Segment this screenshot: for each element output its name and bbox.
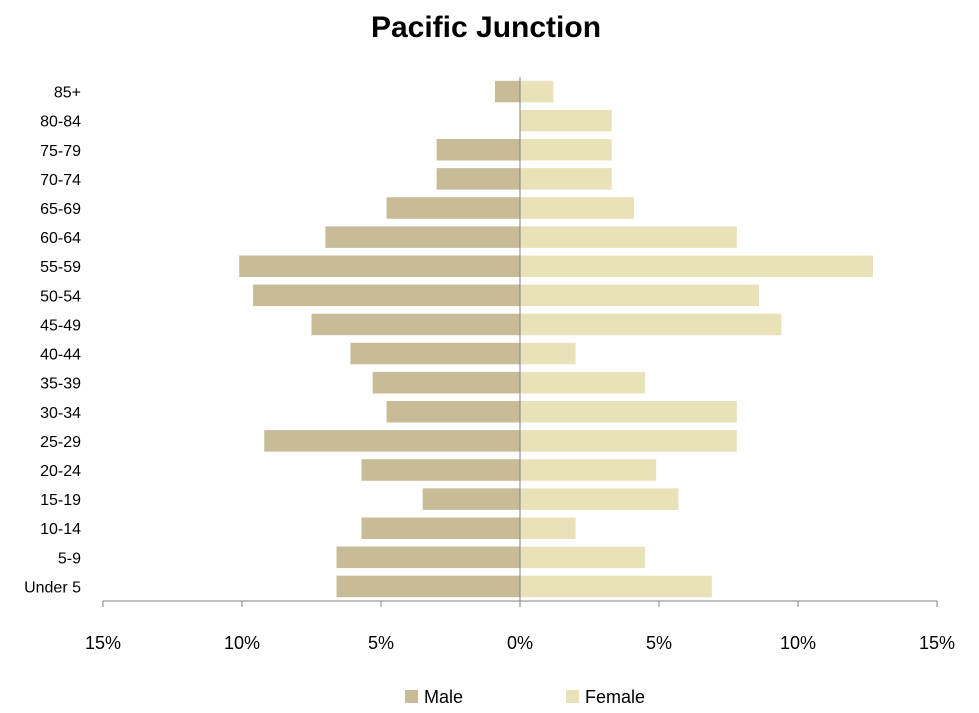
bar-male	[311, 313, 520, 336]
legend-label-male: Male	[424, 687, 463, 707]
bar-male	[361, 459, 520, 481]
bar-male	[325, 226, 520, 248]
category-label: 40-44	[40, 347, 81, 364]
bar-female	[520, 342, 576, 365]
bar-female	[520, 488, 679, 510]
bar-female	[520, 168, 612, 190]
bar-male	[494, 80, 520, 103]
legend-label-female: Female	[585, 687, 645, 707]
bar-female	[520, 517, 576, 539]
bar-female	[520, 430, 737, 452]
category-label: 60-64	[40, 230, 81, 247]
category-label: 70-74	[40, 172, 81, 189]
category-label: Under 5	[24, 579, 81, 596]
bar-male	[386, 401, 520, 423]
bar-female	[520, 80, 554, 103]
category-label: 15-19	[40, 492, 81, 509]
x-axis-ticks: 15% 10% 5% 0% 5% 10% 15%	[85, 601, 955, 653]
bar-female	[520, 371, 646, 394]
bar-male	[239, 255, 520, 277]
legend-swatch-male	[405, 690, 418, 703]
bar-female	[520, 139, 612, 161]
bar-female	[520, 313, 782, 336]
bar-male	[350, 342, 520, 365]
bar-female	[520, 401, 737, 423]
x-tick-label: 5%	[646, 633, 672, 653]
bar-female	[520, 255, 874, 277]
category-label: 85+	[54, 85, 81, 102]
bar-female	[520, 546, 646, 569]
category-label: 50-54	[40, 288, 81, 305]
bar-male	[361, 517, 520, 539]
bar-male	[336, 546, 520, 569]
category-label: 5-9	[58, 550, 81, 567]
bar-female	[520, 575, 712, 598]
bar-male	[422, 488, 520, 510]
category-label: 25-29	[40, 434, 81, 451]
category-labels: 85+ 80-84 75-79 70-74 65-69 60-64 55-59 50-54 45…	[24, 85, 81, 597]
bar-female	[520, 459, 657, 481]
bars	[239, 80, 874, 598]
legend-swatch-female	[566, 690, 579, 703]
bar-male	[264, 430, 520, 452]
bar-female	[520, 284, 760, 307]
bar-male	[253, 284, 520, 307]
x-tick-label: 10%	[224, 633, 260, 653]
x-tick-label: 10%	[780, 633, 816, 653]
category-label: 45-49	[40, 317, 81, 334]
category-label: 75-79	[40, 143, 81, 160]
category-label: 35-39	[40, 376, 81, 393]
category-label: 20-24	[40, 463, 81, 480]
category-label: 10-14	[40, 521, 81, 538]
bar-male	[372, 371, 520, 394]
x-tick-label: 5%	[368, 633, 394, 653]
bar-male	[436, 168, 520, 190]
legend: Male Female	[405, 687, 645, 707]
category-label: 30-34	[40, 405, 81, 422]
category-label: 65-69	[40, 201, 81, 218]
x-tick-label: 15%	[85, 633, 121, 653]
category-label: 80-84	[40, 114, 81, 131]
bar-female	[520, 109, 612, 132]
bar-male	[436, 139, 520, 161]
category-label: 55-59	[40, 259, 81, 276]
bar-male	[386, 197, 520, 219]
bar-male	[336, 575, 520, 598]
x-tick-label: 15%	[919, 633, 955, 653]
x-tick-label: 0%	[507, 633, 533, 653]
bar-female	[520, 226, 737, 248]
chart-title: Pacific Junction	[371, 11, 601, 44]
bar-female	[520, 197, 634, 219]
